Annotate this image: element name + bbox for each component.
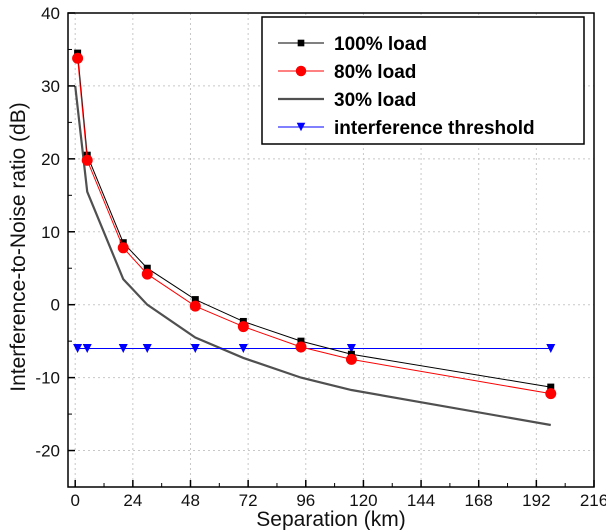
data-point <box>297 337 305 345</box>
legend-item: 100% load <box>278 34 427 55</box>
plot-frame <box>67 12 595 488</box>
legend-label: interference threshold <box>334 118 535 139</box>
x-tick-label: 144 <box>407 491 435 510</box>
data-point <box>295 341 307 353</box>
x-tick-label: 72 <box>239 491 258 510</box>
series-interference-threshold <box>73 343 556 353</box>
data-point <box>545 388 557 400</box>
x-tick-label: 24 <box>123 491 142 510</box>
legend-label: 30% load <box>334 90 416 111</box>
data-point <box>73 343 83 353</box>
data-point <box>547 383 555 391</box>
data-point <box>190 343 200 353</box>
x-tick-label: 216 <box>580 491 606 510</box>
y-tick-label: 10 <box>41 223 60 242</box>
series-80-load <box>72 52 557 400</box>
data-point <box>295 65 307 77</box>
data-point <box>238 343 248 353</box>
y-tick-label: 20 <box>41 150 60 169</box>
legend-label: 100% load <box>334 34 427 55</box>
data-point <box>72 52 84 64</box>
series-line <box>74 85 551 427</box>
legend-item: interference threshold <box>278 118 535 139</box>
data-point <box>82 343 92 353</box>
legend-label: 80% load <box>334 62 416 83</box>
y-tick-label: -10 <box>35 369 60 388</box>
axes: 0 24 48 72 96 120 144 168 192 216 -20 -10 0 10 20 30 40 <box>35 4 606 510</box>
legend: 100% load 80% load 30% load interference th… <box>261 16 585 145</box>
x-tick-label: 192 <box>522 491 550 510</box>
y-tick-label: 30 <box>41 77 60 96</box>
y-tick-label: -20 <box>35 442 60 461</box>
x-axis-title: Separation (km) <box>256 508 405 530</box>
y-axis-title: Interference-to-Noise ratio (dB) <box>7 102 30 391</box>
legend-box <box>261 16 585 145</box>
series-30-load <box>74 85 551 427</box>
data-point <box>117 242 129 254</box>
data-point <box>143 264 151 272</box>
data-point <box>297 39 305 47</box>
data-point <box>296 122 306 132</box>
data-point <box>191 296 199 304</box>
data-point <box>345 353 357 365</box>
x-tick-label: 168 <box>465 491 493 510</box>
data-point <box>546 343 556 353</box>
data-point <box>81 154 93 166</box>
x-tick-label: 0 <box>70 491 79 510</box>
legend-item: 80% load <box>278 62 416 83</box>
x-tick-label: 48 <box>181 491 200 510</box>
legend-item: 30% load <box>278 90 416 111</box>
data-point <box>346 343 356 353</box>
x-tick-label: 120 <box>349 491 377 510</box>
x-tick-label: 96 <box>296 491 315 510</box>
data-point <box>141 268 153 280</box>
y-tick-label: 40 <box>41 4 60 23</box>
data-point <box>118 343 128 353</box>
data-point <box>237 321 249 333</box>
data-point <box>189 300 201 312</box>
series-layer <box>72 49 557 427</box>
y-tick-label: 0 <box>51 296 60 315</box>
data-point <box>142 343 152 353</box>
